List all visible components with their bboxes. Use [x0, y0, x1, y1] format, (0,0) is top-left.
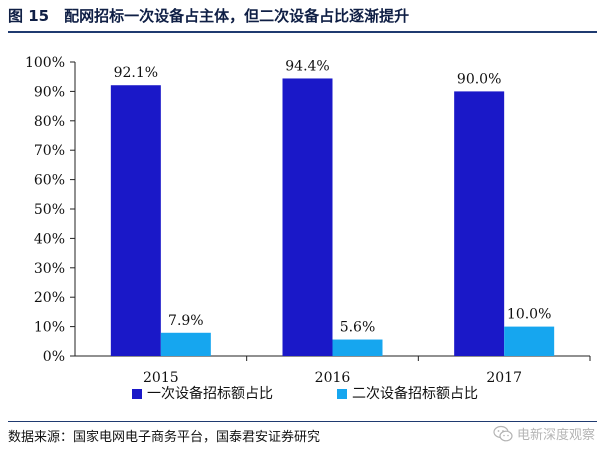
y-tick-label: 100%	[25, 55, 65, 71]
data-label: 90.0%	[457, 71, 501, 87]
legend-swatch-secondary	[337, 389, 347, 399]
y-tick-label: 50%	[34, 202, 65, 218]
data-label: 10.0%	[507, 307, 551, 323]
bar-primary-equipment	[110, 85, 161, 356]
y-tick-label: 80%	[34, 114, 65, 130]
title-rule	[8, 31, 597, 33]
y-tick-label: 60%	[34, 173, 65, 189]
x-tick-label: 2015	[143, 370, 179, 386]
data-label: 92.1%	[114, 65, 158, 81]
bar-secondary-equipment	[160, 332, 211, 356]
x-tick-label: 2017	[486, 370, 522, 386]
legend-label-secondary: 二次设备招标额占比	[352, 385, 478, 402]
y-tick-label: 90%	[34, 84, 65, 100]
legend-label-primary: 一次设备招标额占比	[147, 385, 273, 402]
watermark-text: 电新深度观察	[516, 428, 595, 443]
data-label: 94.4%	[285, 58, 329, 74]
wechat-icon	[493, 425, 513, 441]
bar-secondary-equipment	[332, 339, 383, 356]
y-tick-label: 30%	[34, 261, 65, 277]
y-tick-label: 70%	[34, 143, 65, 159]
source-note: 数据来源：国家电网电子商务平台，国泰君安证券研究	[8, 430, 321, 445]
watermark: 电新深度观察	[493, 424, 595, 443]
bar-primary-equipment	[454, 91, 505, 357]
bottom-rule	[8, 421, 597, 422]
bar-chart: 0% 10% 20% 30% 40% 50% 60% 70% 80% 90% 100% 92.1% 7.…	[25, 55, 591, 402]
figure-title: 图 15 配网招标一次设备占主体，但二次设备占比逐渐提升	[8, 7, 410, 25]
legend-swatch-primary	[132, 389, 142, 399]
data-label: 7.9%	[168, 313, 204, 329]
bar-secondary-equipment	[504, 326, 555, 356]
y-tick-label: 40%	[34, 231, 65, 247]
data-label: 5.6%	[340, 320, 376, 336]
y-tick-label: 10%	[34, 320, 65, 336]
bar-primary-equipment	[282, 78, 333, 357]
y-tick-label: 20%	[34, 290, 65, 306]
y-tick-label: 0%	[43, 349, 65, 365]
x-tick-label: 2016	[315, 370, 351, 386]
